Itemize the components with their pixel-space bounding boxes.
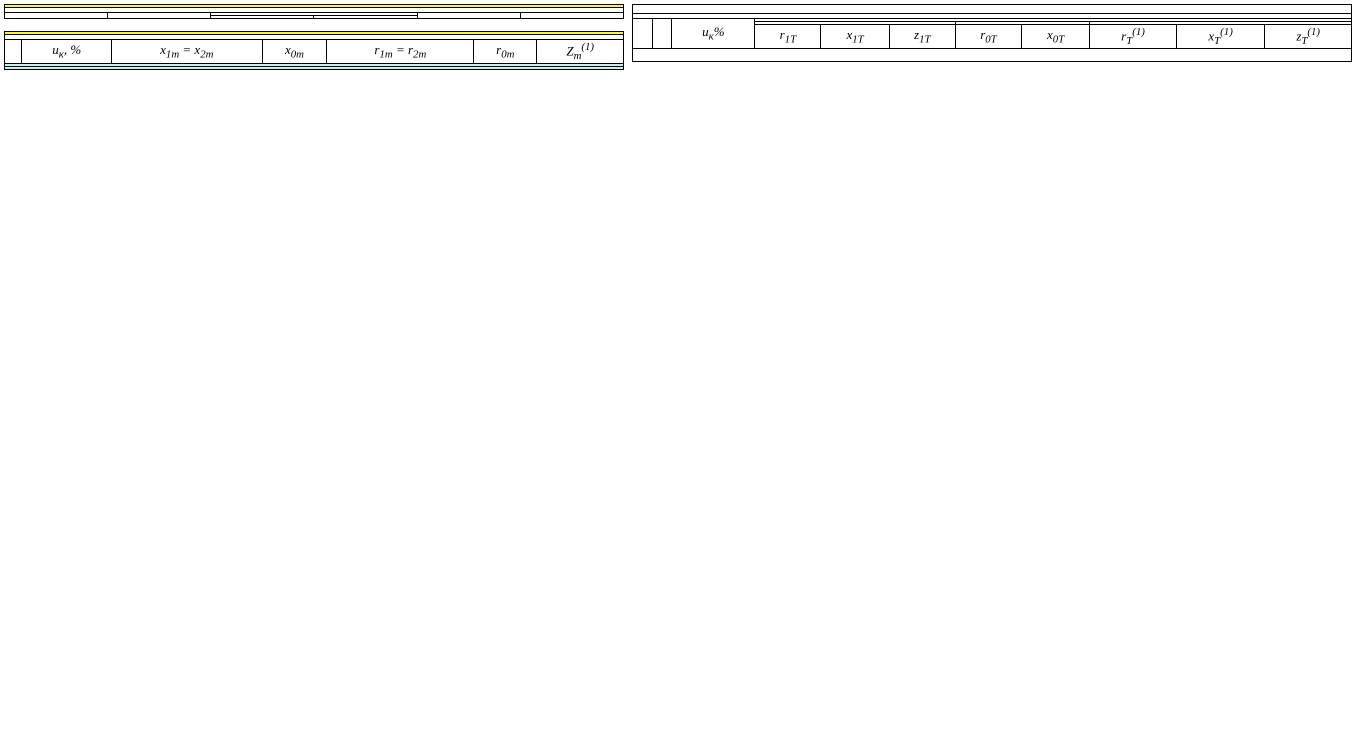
table3-note (633, 49, 1352, 62)
t2-power (5, 40, 22, 64)
resistance-04kv-table: uк% r1T x1T z1T r0T x0T rT(1) xT(1) zT(1… (632, 4, 1352, 62)
t3-scheme (652, 19, 672, 49)
t3-x1: x1T (821, 25, 889, 49)
page-wrap: uк, % x1т = x2т x0т r1т = r2т r0т Zт(1) … (4, 4, 1362, 82)
resistance-6-10-table: uк, % x1т = x2т x0т r1т = r2т r0т Zт(1) (4, 31, 624, 70)
t2-sec2 (5, 67, 624, 70)
left-column: uк, % x1т = x2т x0т r1т = r2т r0т Zт(1) (4, 4, 624, 82)
t3-r0: r0T (955, 25, 1021, 49)
col-sc (314, 16, 417, 19)
t2-x0: x0т (262, 40, 327, 64)
col-type (5, 13, 108, 19)
t2-z: Zт(1) (537, 40, 624, 64)
col-power (108, 13, 211, 19)
t3-zT: zT(1) (1265, 25, 1352, 49)
right-column: uк% r1T x1T z1T r0T x0T rT(1) xT(1) zT(1… (632, 4, 1352, 74)
t3-uk: uк% (672, 19, 755, 49)
t3-xT: xT(1) (1176, 25, 1265, 49)
t2-x1: x1т = x2т (112, 40, 262, 64)
col-ixx (520, 13, 623, 19)
table3-title (633, 5, 1352, 14)
t3-x0: x0T (1022, 25, 1090, 49)
tech-data-table (4, 4, 624, 19)
t2-r0: r0т (474, 40, 537, 64)
col-idle (211, 16, 314, 19)
col-uk (417, 13, 520, 19)
t3-power (633, 19, 653, 49)
t3-rT: rT(1) (1090, 25, 1177, 49)
t2-r1: r1т = r2т (327, 40, 474, 64)
t2-uk: uк, % (22, 40, 112, 64)
t3-r1: r1T (755, 25, 821, 49)
t3-z1: z1T (889, 25, 955, 49)
